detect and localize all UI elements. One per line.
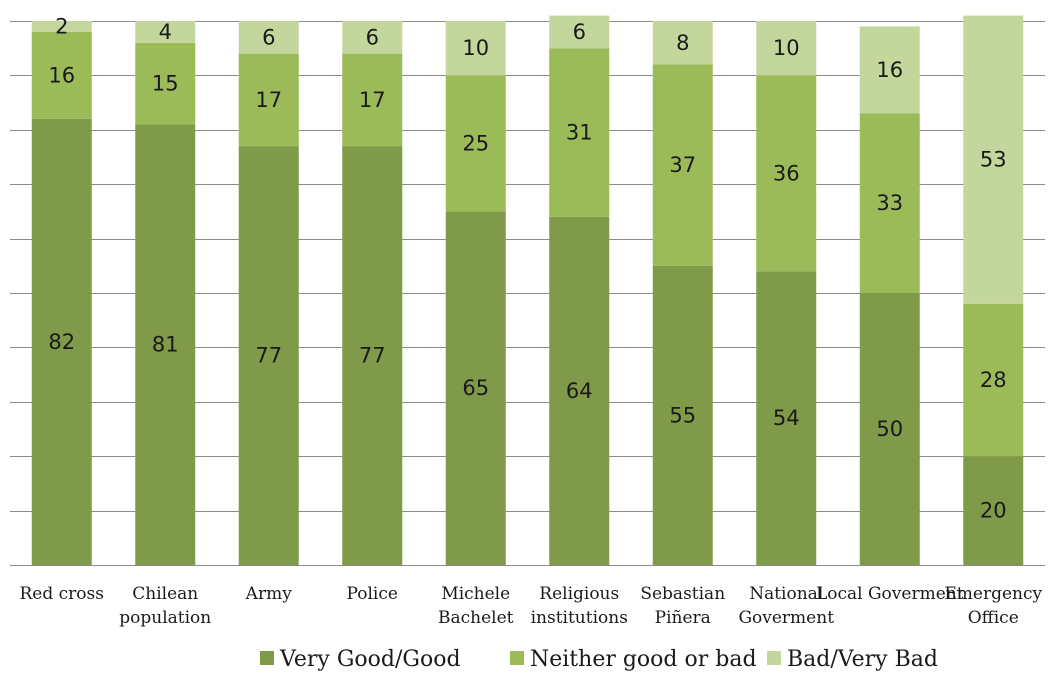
bar-segment [549, 48, 610, 217]
bar-segment [963, 303, 1024, 457]
legend-swatch [510, 651, 524, 665]
data-label: 20 [980, 499, 1007, 523]
data-label: 15 [152, 72, 179, 96]
bar-segment [31, 21, 92, 32]
data-label: 33 [876, 191, 903, 215]
legend-swatch [767, 651, 781, 665]
bar-segment [135, 42, 196, 125]
category-label: Chilean population [119, 584, 211, 628]
data-label: 16 [876, 58, 903, 82]
category-label: Army [245, 584, 293, 604]
bar-segment [963, 456, 1024, 565]
data-label: 28 [980, 368, 1007, 392]
legend-item: Bad/Very Bad [767, 647, 938, 672]
data-label: 2 [55, 14, 68, 38]
data-label: 16 [48, 63, 75, 87]
data-label: 77 [255, 344, 282, 368]
legend-item: Neither good or bad [510, 647, 757, 672]
data-label: 54 [773, 406, 800, 430]
bar-segment [859, 26, 920, 114]
bar-segment [342, 21, 403, 54]
data-label: 25 [462, 131, 489, 155]
data-labels: 82 16 2 81 15 4 77 17 6 77 17 6 65 25 10 64 31 6 55 37 8 54 36… [48, 14, 1006, 522]
data-label: 10 [462, 36, 489, 60]
bar-segment [31, 118, 92, 566]
category-label: Police [347, 584, 398, 604]
data-label: 81 [152, 333, 179, 357]
bar-segment [342, 146, 403, 565]
category-label: National Goverment [738, 584, 834, 628]
legend-item: Very Good/Good [260, 647, 461, 672]
bar-segment [445, 75, 506, 212]
category-label: Michele Bachelet [438, 584, 514, 628]
bar-segment [238, 21, 299, 54]
bar-segment [445, 211, 506, 565]
category-label: Emergency Office [944, 584, 1042, 628]
data-label: 17 [255, 88, 282, 112]
data-label: 53 [980, 148, 1007, 172]
bar-segment [859, 113, 920, 293]
bar-segment [963, 15, 1024, 304]
bar-segment [756, 21, 817, 76]
data-label: 36 [773, 161, 800, 185]
data-label: 31 [566, 121, 593, 145]
data-label: 64 [566, 379, 593, 403]
data-label: 77 [359, 344, 386, 368]
bar-segment [549, 216, 610, 565]
category-label: Red cross [20, 584, 104, 604]
bar-segment [238, 53, 299, 147]
bar-segment [31, 31, 92, 119]
data-label: 4 [159, 20, 172, 44]
data-label: 17 [359, 88, 386, 112]
legend-label: Neither good or bad [530, 647, 757, 672]
category-label: Sebastian Piñera [640, 584, 725, 628]
data-label: 55 [669, 403, 696, 427]
bar-segment [756, 75, 817, 272]
bar-segment [652, 265, 713, 565]
category-label: Local Goverment [816, 584, 964, 604]
data-label: 6 [366, 25, 379, 49]
data-label: 65 [462, 376, 489, 400]
bar-segment [652, 21, 713, 65]
bar-segment [549, 15, 610, 49]
data-label: 50 [876, 417, 903, 441]
legend-label: Very Good/Good [279, 647, 461, 672]
bar-segment [135, 124, 196, 566]
bar-series [31, 15, 1024, 566]
bar-segment [859, 293, 920, 565]
data-label: 82 [48, 330, 75, 354]
category-labels: Red cross Chilean population Army Police Mich… [20, 584, 1043, 628]
data-label: 6 [262, 25, 275, 49]
bar-segment [652, 64, 713, 266]
bar-segment [135, 21, 196, 43]
category-label: Religious institutions [531, 584, 628, 628]
bar-segment [238, 146, 299, 565]
legend-swatch [260, 651, 274, 665]
legend-label: Bad/Very Bad [787, 647, 938, 672]
data-label: 6 [573, 20, 586, 44]
bar-segment [445, 21, 506, 76]
legend: Very Good/Good Neither good or bad Bad/Ver… [260, 647, 938, 672]
data-label: 8 [676, 31, 689, 55]
bar-segment [756, 271, 817, 565]
data-label: 10 [773, 36, 800, 60]
data-label: 37 [669, 153, 696, 177]
bar-segment [342, 53, 403, 147]
